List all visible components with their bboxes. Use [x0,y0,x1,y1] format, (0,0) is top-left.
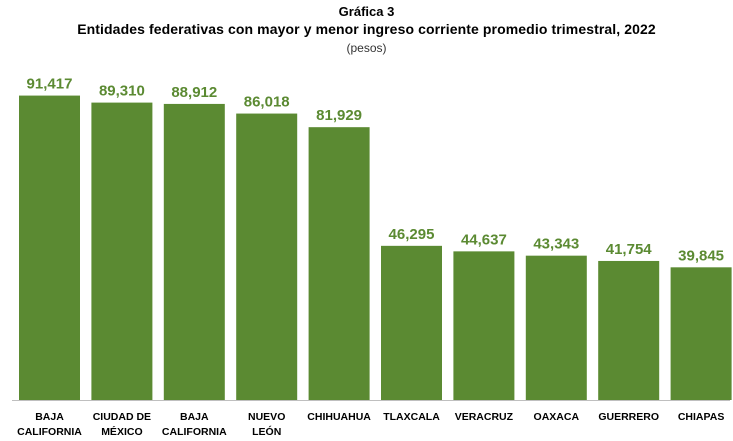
bar-0 [19,95,80,400]
category-label-0-line2: CALIFORNIA [17,426,82,438]
bar-8 [598,260,660,400]
category-label-5: TLAXCALA [383,411,440,423]
category-label-0: BAJA [35,411,64,423]
bar-3 [236,113,298,400]
category-label-7: OAXACA [534,411,580,423]
category-label-4: CHIHUAHUA [307,411,371,423]
value-label-7: 43,343 [533,236,579,253]
chart-label: Gráfica 3 [338,4,395,19]
value-label-6: 44,637 [461,231,507,248]
bar-9 [670,267,732,400]
bar-2 [163,103,225,401]
value-label-0: 91,417 [27,76,73,93]
value-label-2: 88,912 [171,84,217,101]
bar-5 [381,245,442,400]
value-label-5: 46,295 [389,226,435,243]
value-label-9: 39,845 [678,247,724,264]
category-label-3-line2: LEÓN [252,425,281,438]
category-label-6: VERACRUZ [455,411,514,423]
category-label-8: GUERRERO [598,411,659,423]
chart-subtitle: (pesos) [346,41,387,55]
value-label-1: 89,310 [99,83,145,100]
category-label-2-line2: CALIFORNIA [162,426,227,438]
chart-title: Entidades federativas con mayor y menor … [77,21,656,37]
category-label-9: CHIAPAS [678,411,724,423]
bar-4 [308,127,370,401]
bar-6 [453,251,515,400]
bar-7 [525,255,587,400]
category-label-1: CIUDAD DE [93,411,151,423]
value-label-8: 41,754 [606,241,653,258]
category-label-3: NUEVO [248,411,285,423]
category-label-1-line2: MÉXICO [101,425,142,438]
value-label-3: 86,018 [244,94,290,111]
bar-1 [91,102,153,400]
value-label-4: 81,929 [316,107,362,124]
category-label-2: BAJA [180,411,209,423]
